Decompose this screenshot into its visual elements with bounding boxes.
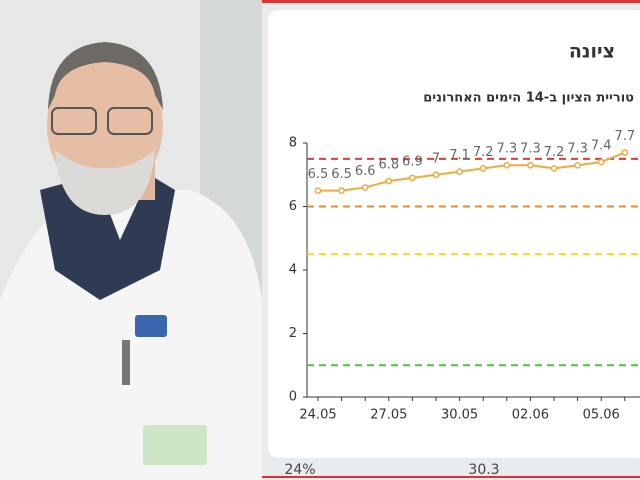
y-tick-label: 2 xyxy=(289,326,297,341)
photo xyxy=(0,0,262,480)
data-point xyxy=(479,165,487,172)
y-tick-label: 8 xyxy=(289,136,297,151)
data-point xyxy=(385,177,393,185)
summary-value: 24% xyxy=(284,462,315,478)
chart-subtitle: טוריית הציון ב-14 הימים האחרונים xyxy=(423,91,634,106)
data-point xyxy=(550,165,558,172)
line-series xyxy=(318,151,626,192)
x-tick-label: 02.06 xyxy=(512,408,549,423)
value-label: 7.3 xyxy=(496,142,517,157)
data-point xyxy=(338,187,345,194)
data-point xyxy=(361,184,369,191)
value-label: 7 xyxy=(432,151,440,166)
value-label: 6.5 xyxy=(331,167,352,182)
chart-card: ציונה טוריית הציון ב-14 הימים האחרונים 0… xyxy=(268,10,640,458)
data-point xyxy=(432,171,440,179)
value-label: 7.3 xyxy=(520,142,541,157)
y-tick-label: 6 xyxy=(289,199,297,214)
x-tick-label: 27.05 xyxy=(370,408,407,423)
value-label: 6.9 xyxy=(402,154,423,169)
y-tick-label: 0 xyxy=(289,390,297,405)
top-border xyxy=(262,0,640,3)
value-label: 6.6 xyxy=(355,164,376,179)
x-tick-label: 30.05 xyxy=(441,408,478,423)
value-label: 6.5 xyxy=(308,167,329,182)
card xyxy=(268,10,640,458)
data-point xyxy=(456,168,463,175)
data-point xyxy=(527,161,534,169)
value-label: 7.2 xyxy=(544,145,565,160)
value-label: 7.7 xyxy=(614,129,635,144)
data-point xyxy=(314,187,322,194)
value-label: 6.8 xyxy=(378,158,399,173)
y-tick-label: 4 xyxy=(289,263,297,278)
value-label: 7.1 xyxy=(449,148,470,163)
data-point xyxy=(409,174,416,182)
x-tick-label: 24.05 xyxy=(299,408,336,423)
summary-value: 30.3 xyxy=(468,462,499,478)
chart-title: ציונה xyxy=(569,41,615,63)
bottom-border xyxy=(262,476,640,478)
data-point xyxy=(574,161,581,169)
data-point xyxy=(621,149,629,156)
value-label: 7.2 xyxy=(473,145,494,160)
data-point xyxy=(503,161,511,169)
x-tick-label: 05.06 xyxy=(583,408,620,423)
value-label: 7.4 xyxy=(591,139,612,154)
value-label: 7.3 xyxy=(567,142,588,157)
data-point xyxy=(597,158,605,166)
